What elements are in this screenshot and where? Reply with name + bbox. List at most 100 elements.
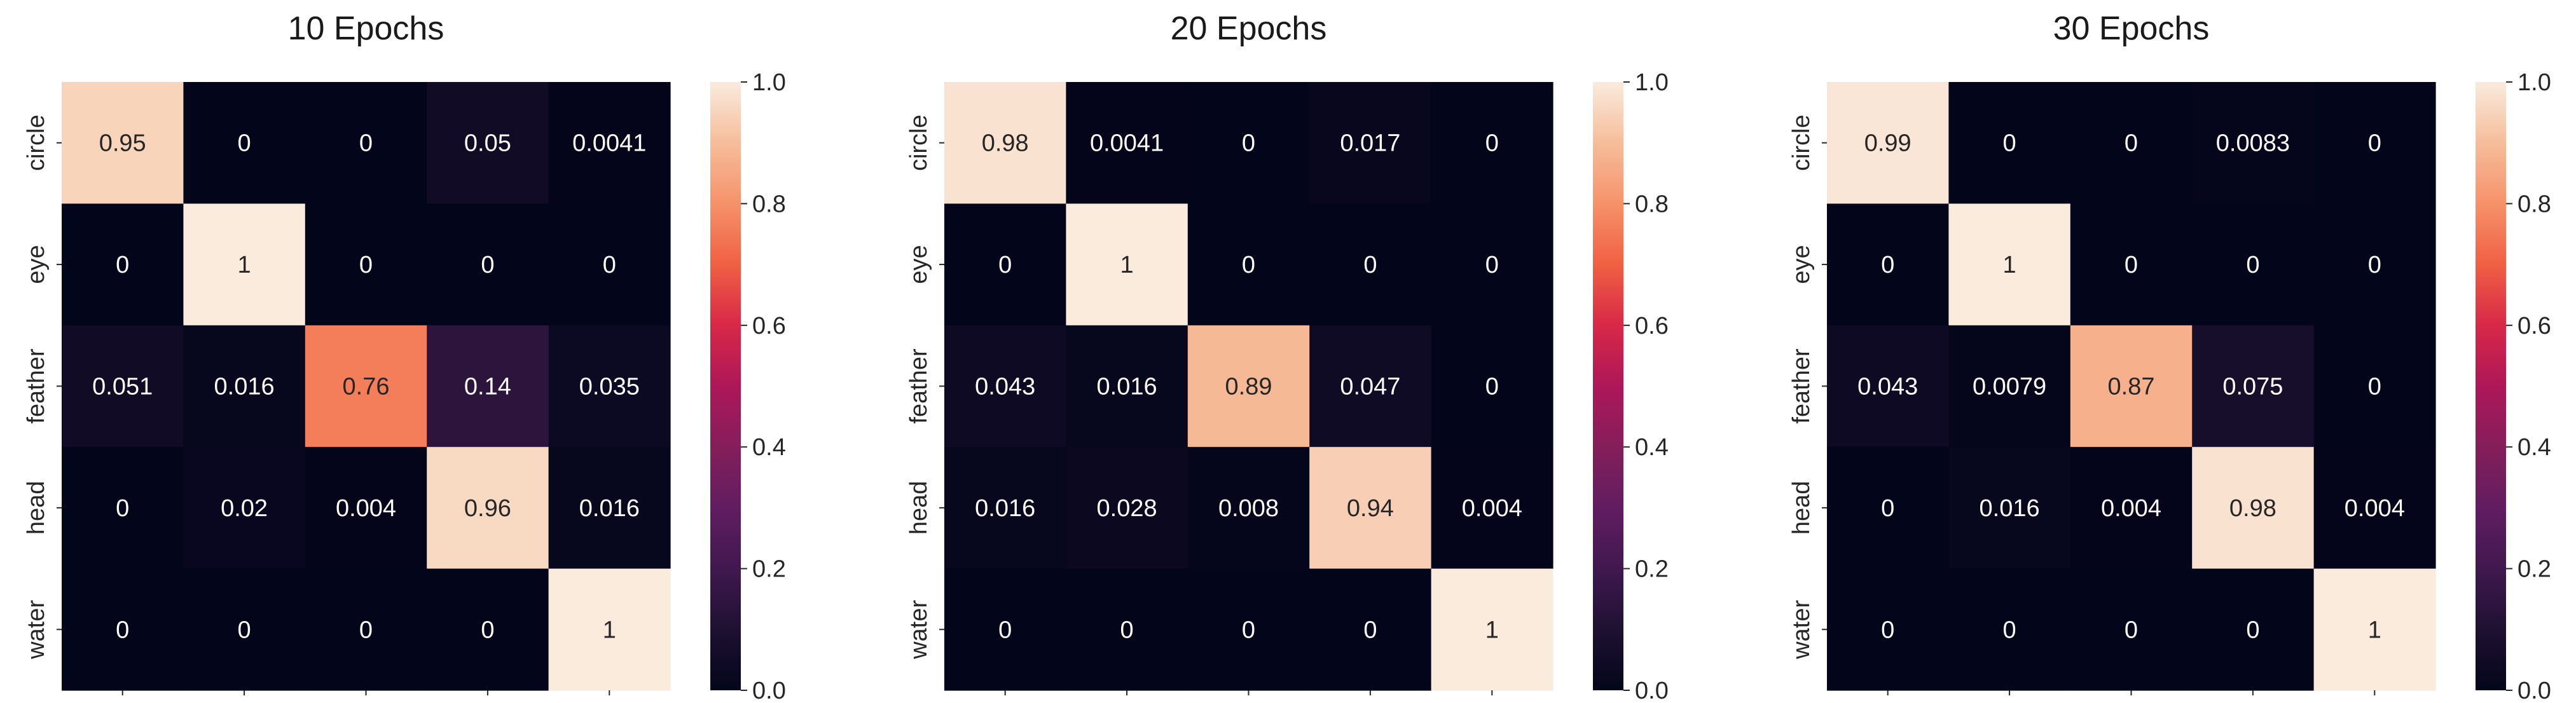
heatmap-cell — [1066, 447, 1188, 570]
heatmap-cell — [183, 82, 306, 204]
colorbar-gradient — [710, 82, 741, 690]
heatmap-cell — [2192, 325, 2315, 447]
cell-value-label: 0.0079 — [1973, 374, 2046, 400]
heatmap-cell — [1309, 203, 1432, 326]
heatmap-cell — [1948, 447, 2071, 570]
y-tick-label: head — [23, 481, 50, 535]
panel-title: 10 Epochs — [288, 10, 444, 47]
colorbar-tick-label: 0.8 — [2517, 191, 2551, 217]
cell-value-label: 0.02 — [221, 495, 268, 522]
colorbar-tick-label: 0.4 — [752, 434, 786, 461]
cell-value-label: 0.016 — [1980, 495, 2040, 522]
cell-value-label: 0.94 — [1347, 495, 1394, 522]
heatmap-cell — [1309, 447, 1432, 570]
cell-value-label: 0 — [481, 252, 494, 278]
heatmap-cell — [944, 325, 1066, 447]
heatmap-cell — [1066, 82, 1188, 204]
heatmap-cell — [305, 325, 427, 447]
heatmap-cell — [1187, 447, 1310, 570]
y-tick-label: eye — [906, 245, 932, 283]
cell-value-label: 0.004 — [2101, 495, 2161, 522]
cell-value-label: 0 — [1485, 252, 1499, 278]
cell-value-label: 0 — [1485, 374, 1499, 400]
cell-value-label: 0 — [1242, 617, 1255, 643]
cell-value-label: 0.016 — [1097, 374, 1157, 400]
colorbar: 0.0 0.2 0.4 0.6 0.8 1.0 — [710, 69, 786, 703]
heatmap-cell — [2070, 568, 2193, 691]
cell-value-label: 0 — [116, 252, 129, 278]
heatmap-cell — [1827, 325, 1949, 447]
y-tick-label: circle — [1788, 114, 1815, 171]
heatmap-cell — [2313, 82, 2436, 204]
heatmap-cell — [548, 82, 671, 204]
heatmap-cell — [1187, 82, 1310, 204]
cell-value-label: 0 — [2125, 617, 2138, 643]
cell-value-label: 0.035 — [579, 374, 640, 400]
heatmap-cell — [62, 325, 184, 447]
cell-value-label: 0 — [116, 495, 129, 522]
cell-value-label: 0.76 — [343, 374, 390, 400]
colorbar-tick-label: 0.6 — [1635, 313, 1669, 339]
cell-value-label: 0 — [2368, 374, 2381, 400]
heatmap-cell — [1187, 325, 1310, 447]
heatmap-cell — [427, 325, 549, 447]
cell-value-label: 0.0041 — [572, 130, 646, 157]
heatmap-cell — [2070, 447, 2193, 570]
y-tick-label: water — [1788, 599, 1815, 659]
cell-value-label: 0.043 — [1857, 374, 1918, 400]
colorbar-tick-label: 0.4 — [1635, 434, 1669, 461]
cell-value-label: 0.051 — [92, 374, 153, 400]
heatmap-cell — [1187, 568, 1310, 691]
cell-value-label: 0.99 — [1864, 130, 1911, 157]
heatmap-cell — [1948, 568, 2071, 691]
heatmap-cell — [427, 568, 549, 691]
heatmap-cell — [2313, 325, 2436, 447]
heatmap-cell — [944, 82, 1066, 204]
heatmap-cell — [548, 568, 671, 691]
heatmap-cell — [2192, 447, 2315, 570]
y-tick-label: feather — [906, 348, 932, 424]
cell-value-label: 0.98 — [982, 130, 1029, 157]
cell-value-label: 0.016 — [579, 495, 640, 522]
cell-value-label: 0 — [1242, 252, 1255, 278]
heatmap-cell — [1431, 325, 1553, 447]
heatmap-cell — [1431, 82, 1553, 204]
cell-value-label: 0.96 — [464, 495, 511, 522]
cell-value-label: 0 — [2003, 617, 2016, 643]
heatmap-cell — [2070, 82, 2193, 204]
cell-value-label: 0.075 — [2222, 374, 2283, 400]
heatmap-cell — [548, 203, 671, 326]
cell-value-label: 0.95 — [99, 130, 146, 157]
heatmap-panel-3: 30 Epochs 0.99 0 0 0.0083 0 0 1 0 0 0 0.043 0.0079 0.… — [1788, 10, 2551, 703]
cell-value-label: 0 — [1485, 130, 1499, 157]
cell-value-label: 0.016 — [975, 495, 1035, 522]
y-tick-label: head — [1788, 481, 1815, 535]
heatmap-cell — [548, 325, 671, 447]
cell-value-label: 0 — [998, 252, 1012, 278]
cell-value-label: 0 — [1120, 617, 1134, 643]
heatmap-cell — [62, 203, 184, 326]
heatmap-cell — [2313, 447, 2436, 570]
cell-value-label: 1 — [2003, 252, 2016, 278]
colorbar-tick-label: 0.2 — [752, 556, 786, 583]
cell-value-label: 0.14 — [464, 374, 511, 400]
panel-title: 30 Epochs — [2053, 10, 2210, 47]
heatmap-cell — [1309, 568, 1432, 691]
heatmap-cell — [2313, 203, 2436, 326]
cell-value-label: 1 — [2368, 617, 2381, 643]
heatmap-cell — [1066, 325, 1188, 447]
cell-value-label: 0 — [481, 617, 494, 643]
colorbar-tick-label: 0.4 — [2517, 434, 2551, 461]
cell-value-label: 0 — [2368, 252, 2381, 278]
colorbar-tick-label: 0.8 — [752, 191, 786, 217]
colorbar-tick-label: 0.8 — [1635, 191, 1669, 217]
heatmap-cell — [1827, 203, 1949, 326]
cell-value-label: 0.0083 — [2216, 130, 2290, 157]
heatmap-cell — [1309, 82, 1432, 204]
heatmap-cell — [2192, 82, 2315, 204]
heatmap-cell — [944, 568, 1066, 691]
cell-value-label: 1 — [1485, 617, 1499, 643]
cell-value-label: 0.047 — [1340, 374, 1400, 400]
